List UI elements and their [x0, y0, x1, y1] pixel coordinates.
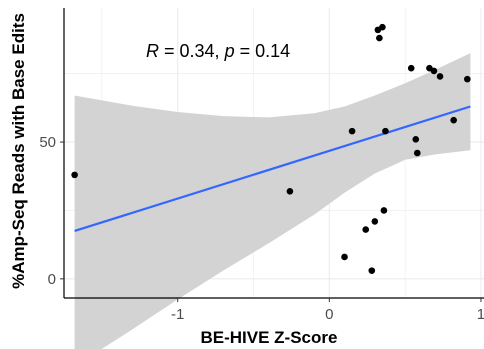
data-point: [348, 127, 356, 135]
data-point: [341, 253, 348, 261]
data-points: [71, 23, 471, 274]
y-axis-title: %Amp-Seq Reads with Base Edits: [9, 13, 28, 289]
x-tick-label: 0: [325, 306, 333, 323]
x-ticks: -1 0 1: [171, 298, 484, 323]
data-point: [380, 207, 388, 214]
data-point: [430, 67, 438, 75]
data-point: [450, 116, 457, 124]
regression-line: [74, 105, 471, 233]
data-point: [413, 149, 421, 157]
confidence-band: [74, 53, 471, 349]
x-axis-title: BE-HIVE Z-Score: [201, 328, 338, 347]
data-point: [407, 64, 415, 72]
y-tick-label: 50: [39, 134, 56, 151]
data-point: [436, 73, 444, 80]
data-point: [362, 226, 370, 233]
data-point: [286, 188, 294, 195]
data-point: [371, 218, 379, 225]
data-point: [379, 23, 386, 31]
data-point: [368, 267, 376, 274]
data-point: [412, 136, 420, 143]
x-tick-label: 1: [477, 306, 484, 323]
data-point: [464, 75, 471, 83]
y-tick-label: 0: [48, 271, 56, 288]
data-point: [71, 171, 78, 179]
data-point: [376, 34, 383, 42]
correlation-annotation: R = 0.34, p = 0.14: [146, 41, 290, 61]
data-point: [382, 127, 389, 135]
y-ticks: 0 50: [39, 134, 64, 288]
x-tick-label: -1: [171, 306, 184, 323]
